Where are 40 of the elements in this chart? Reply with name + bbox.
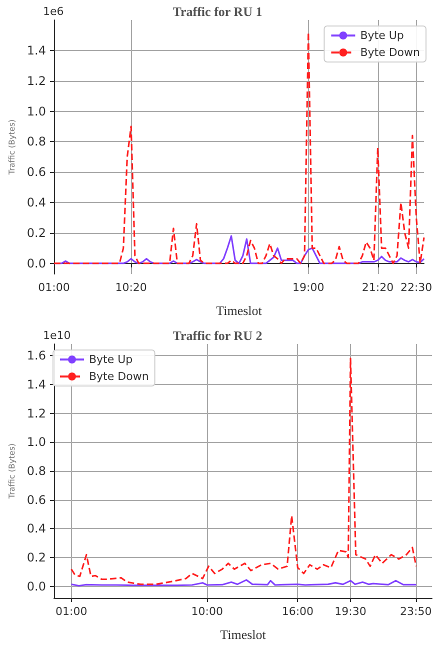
y-tick-label: 0.4 [26, 196, 46, 210]
y-tick-label: 0.6 [26, 492, 46, 507]
x-axis-title: Timeslot [216, 303, 262, 318]
legend-label: Byte Down [89, 370, 149, 383]
line-series [53, 31, 425, 264]
text: 1e10 [43, 329, 71, 342]
y-tick-label: 0.6 [26, 165, 46, 180]
x-tick-label: 22:30 [400, 281, 432, 294]
x-tick-label: 21:20 [362, 281, 394, 294]
y-axis-title: Traffic (Bytes) [8, 119, 16, 176]
y-tick-label: 1.0 [26, 104, 46, 118]
y-tick-label: 0.0 [26, 256, 46, 270]
text: 1e6 [43, 5, 64, 18]
legend-label: Byte Up [89, 353, 133, 366]
x-tick-label: 19:30 [334, 605, 366, 618]
y-tick-label: 0.2 [26, 226, 46, 240]
y-tick-label: 0.4 [26, 522, 46, 536]
y-tick-label: 1.2 [26, 406, 46, 420]
y-tick-label: 0.2 [26, 550, 46, 565]
y-tick-label: 0.8 [26, 134, 46, 149]
legend-label: Byte Up [360, 29, 404, 42]
x-tick-label: 10:20 [115, 281, 147, 294]
x-tick-label: 01:00 [38, 281, 70, 294]
x-tick-label: 16:00 [282, 605, 314, 618]
legend-label: Byte Down [360, 46, 420, 59]
y-tick-label: 1.0 [26, 435, 46, 450]
x-tick-label: 23:50 [400, 605, 432, 618]
y-tick-label: 0.8 [26, 464, 46, 478]
y-tick-label: 1.4 [26, 377, 46, 392]
y-tick-label: 0.0 [26, 579, 46, 594]
y-axis-title: Traffic (Bytes) [8, 443, 16, 500]
x-axis-title: Timeslot [220, 627, 266, 642]
x-tick-label: 19:00 [292, 281, 324, 294]
chart-title: Traffic for RU 2 [172, 328, 262, 343]
x-tick-label: 10:00 [191, 605, 224, 618]
y-tick-label: 1.6 [26, 348, 46, 363]
y-tick-label: 1.4 [26, 43, 46, 58]
y-tick-label: 1.2 [26, 74, 46, 88]
chart-title: Traffic for RU 1 [172, 4, 262, 19]
x-tick-label: 01:00 [55, 605, 88, 618]
